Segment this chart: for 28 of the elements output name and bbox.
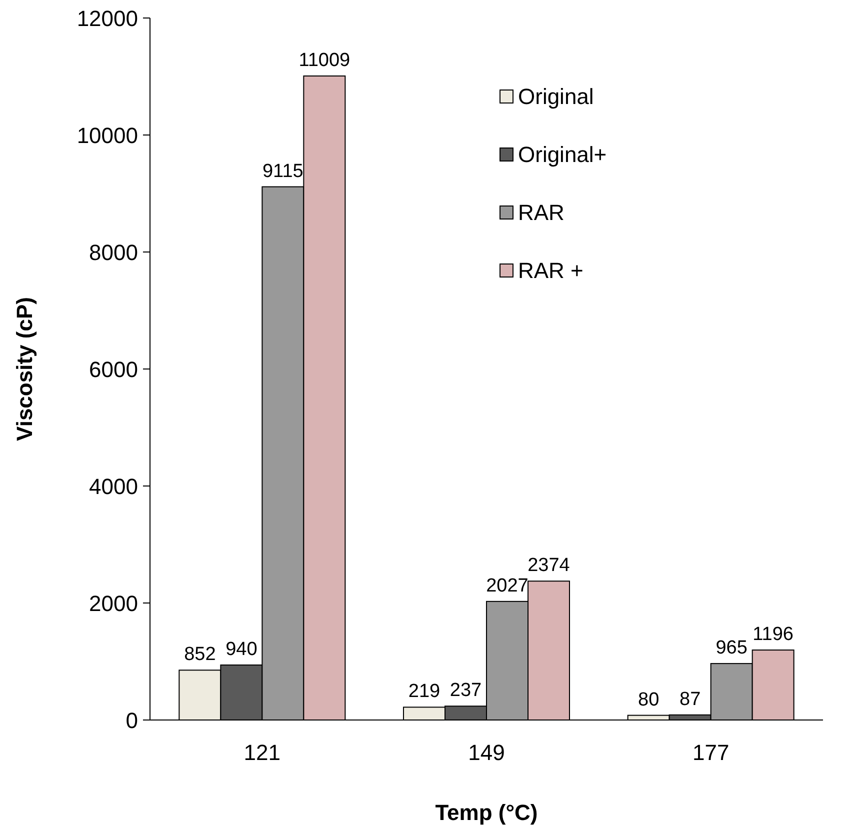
x-axis-title: Temp (°C) <box>435 800 538 825</box>
y-tick-label: 8000 <box>89 240 138 265</box>
data-label: 1196 <box>752 624 794 646</box>
y-tick-label: 12000 <box>76 6 138 31</box>
data-label: 9115 <box>262 160 304 182</box>
data-label: 87 <box>680 688 701 710</box>
data-label: 965 <box>716 638 748 659</box>
data-label: 80 <box>638 689 660 710</box>
x-tick-label: 149 <box>468 740 505 765</box>
y-axis-title: Viscosity (cP) <box>12 297 37 441</box>
legend-label: RAR <box>518 200 564 225</box>
data-label: 11009 <box>298 50 350 71</box>
legend-label: Original <box>518 84 594 109</box>
data-label: 237 <box>450 680 482 702</box>
y-tick-label: 0 <box>126 708 138 733</box>
data-label: 2374 <box>528 555 570 576</box>
data-label: 2027 <box>486 575 528 596</box>
y-tick-label: 2000 <box>89 591 138 616</box>
y-tick-label: 4000 <box>89 474 138 499</box>
x-tick-label: 121 <box>244 740 281 765</box>
data-label: 852 <box>184 644 216 666</box>
y-tick-label: 10000 <box>76 123 138 148</box>
x-tick-label: 177 <box>692 740 730 765</box>
y-tick-label: 6000 <box>89 357 138 382</box>
legend-label: RAR + <box>518 258 584 283</box>
data-label: 940 <box>226 639 258 660</box>
legend-label: Original+ <box>518 142 607 167</box>
data-label: 219 <box>408 681 440 702</box>
